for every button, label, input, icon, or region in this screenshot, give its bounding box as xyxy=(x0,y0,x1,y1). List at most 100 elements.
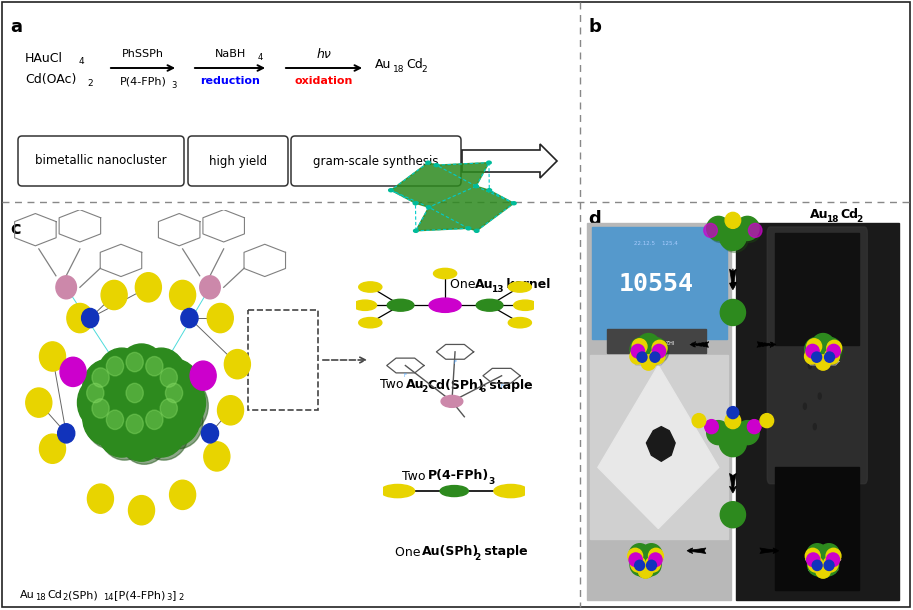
Text: ]: ] xyxy=(172,590,176,600)
Text: staple: staple xyxy=(480,545,528,559)
Text: 10554: 10554 xyxy=(619,272,694,296)
Bar xyxy=(590,355,728,539)
Circle shape xyxy=(106,410,123,429)
Circle shape xyxy=(805,548,820,564)
Circle shape xyxy=(812,352,822,362)
Circle shape xyxy=(92,399,110,418)
Text: One: One xyxy=(395,545,425,559)
Text: F: F xyxy=(454,360,456,365)
Polygon shape xyxy=(598,365,719,528)
Circle shape xyxy=(494,484,528,498)
Text: 4: 4 xyxy=(258,54,263,62)
Circle shape xyxy=(727,407,739,418)
Circle shape xyxy=(806,553,820,567)
Circle shape xyxy=(719,429,747,457)
Circle shape xyxy=(511,202,516,205)
Circle shape xyxy=(637,352,647,362)
Circle shape xyxy=(738,218,761,242)
Circle shape xyxy=(156,375,205,430)
Circle shape xyxy=(225,350,250,379)
Text: hν: hν xyxy=(317,48,331,60)
Circle shape xyxy=(808,362,812,368)
Circle shape xyxy=(509,318,531,328)
Circle shape xyxy=(151,359,200,415)
Circle shape xyxy=(159,378,208,433)
Text: high yield: high yield xyxy=(209,154,268,168)
Text: oxidation: oxidation xyxy=(295,76,353,86)
Circle shape xyxy=(804,337,828,361)
Text: 2: 2 xyxy=(62,594,68,603)
Circle shape xyxy=(474,185,478,188)
Text: Two: Two xyxy=(402,470,429,483)
Bar xyxy=(587,223,730,600)
Text: PhSSPh: PhSSPh xyxy=(122,49,164,59)
Circle shape xyxy=(707,217,730,240)
Circle shape xyxy=(140,405,189,460)
Circle shape xyxy=(635,560,645,570)
Text: USA    HUAZHI: USA HUAZHI xyxy=(638,340,674,346)
Circle shape xyxy=(146,410,163,429)
Circle shape xyxy=(160,368,177,387)
Circle shape xyxy=(806,544,828,566)
Text: Cd(SPh): Cd(SPh) xyxy=(427,378,484,392)
Circle shape xyxy=(135,273,162,302)
Circle shape xyxy=(817,554,839,576)
Circle shape xyxy=(632,340,656,364)
Circle shape xyxy=(117,406,166,461)
Circle shape xyxy=(181,309,198,328)
Circle shape xyxy=(487,188,491,192)
Circle shape xyxy=(434,268,456,279)
Circle shape xyxy=(137,348,186,403)
Circle shape xyxy=(692,414,706,428)
Text: 18: 18 xyxy=(826,215,838,224)
Text: One: One xyxy=(450,279,479,292)
Text: 18: 18 xyxy=(35,594,46,603)
Circle shape xyxy=(736,421,759,445)
Polygon shape xyxy=(462,144,557,178)
Circle shape xyxy=(748,420,761,434)
Circle shape xyxy=(815,355,831,370)
Circle shape xyxy=(818,393,821,399)
Circle shape xyxy=(749,223,762,237)
Circle shape xyxy=(629,544,650,566)
Circle shape xyxy=(645,557,660,572)
Circle shape xyxy=(641,544,662,566)
Circle shape xyxy=(429,298,461,312)
Circle shape xyxy=(824,349,839,364)
Circle shape xyxy=(26,388,52,417)
FancyBboxPatch shape xyxy=(291,136,461,186)
Circle shape xyxy=(117,375,166,430)
Circle shape xyxy=(140,351,189,406)
Circle shape xyxy=(639,336,662,359)
Bar xyxy=(736,223,899,600)
Text: 2: 2 xyxy=(87,79,92,88)
Text: F: F xyxy=(404,373,407,378)
Circle shape xyxy=(645,340,669,364)
Circle shape xyxy=(637,340,660,364)
Circle shape xyxy=(705,420,719,434)
Circle shape xyxy=(813,343,836,367)
FancyBboxPatch shape xyxy=(18,136,184,186)
Circle shape xyxy=(92,368,110,387)
Text: 4: 4 xyxy=(79,57,85,66)
Circle shape xyxy=(725,412,740,429)
Circle shape xyxy=(126,414,143,434)
Circle shape xyxy=(736,217,759,240)
Circle shape xyxy=(635,549,656,571)
Circle shape xyxy=(359,282,382,292)
Circle shape xyxy=(649,553,662,567)
Circle shape xyxy=(804,349,819,364)
Circle shape xyxy=(721,224,749,253)
Circle shape xyxy=(807,340,830,364)
Text: NaBH: NaBH xyxy=(215,49,246,59)
Circle shape xyxy=(39,342,66,371)
Circle shape xyxy=(202,424,218,443)
Text: Two: Two xyxy=(380,378,407,392)
Text: 18: 18 xyxy=(393,65,404,74)
Circle shape xyxy=(467,227,471,230)
Circle shape xyxy=(803,403,806,409)
Text: P(4-FPh): P(4-FPh) xyxy=(428,470,489,483)
Circle shape xyxy=(60,357,86,387)
FancyBboxPatch shape xyxy=(767,227,867,484)
Circle shape xyxy=(81,309,99,328)
